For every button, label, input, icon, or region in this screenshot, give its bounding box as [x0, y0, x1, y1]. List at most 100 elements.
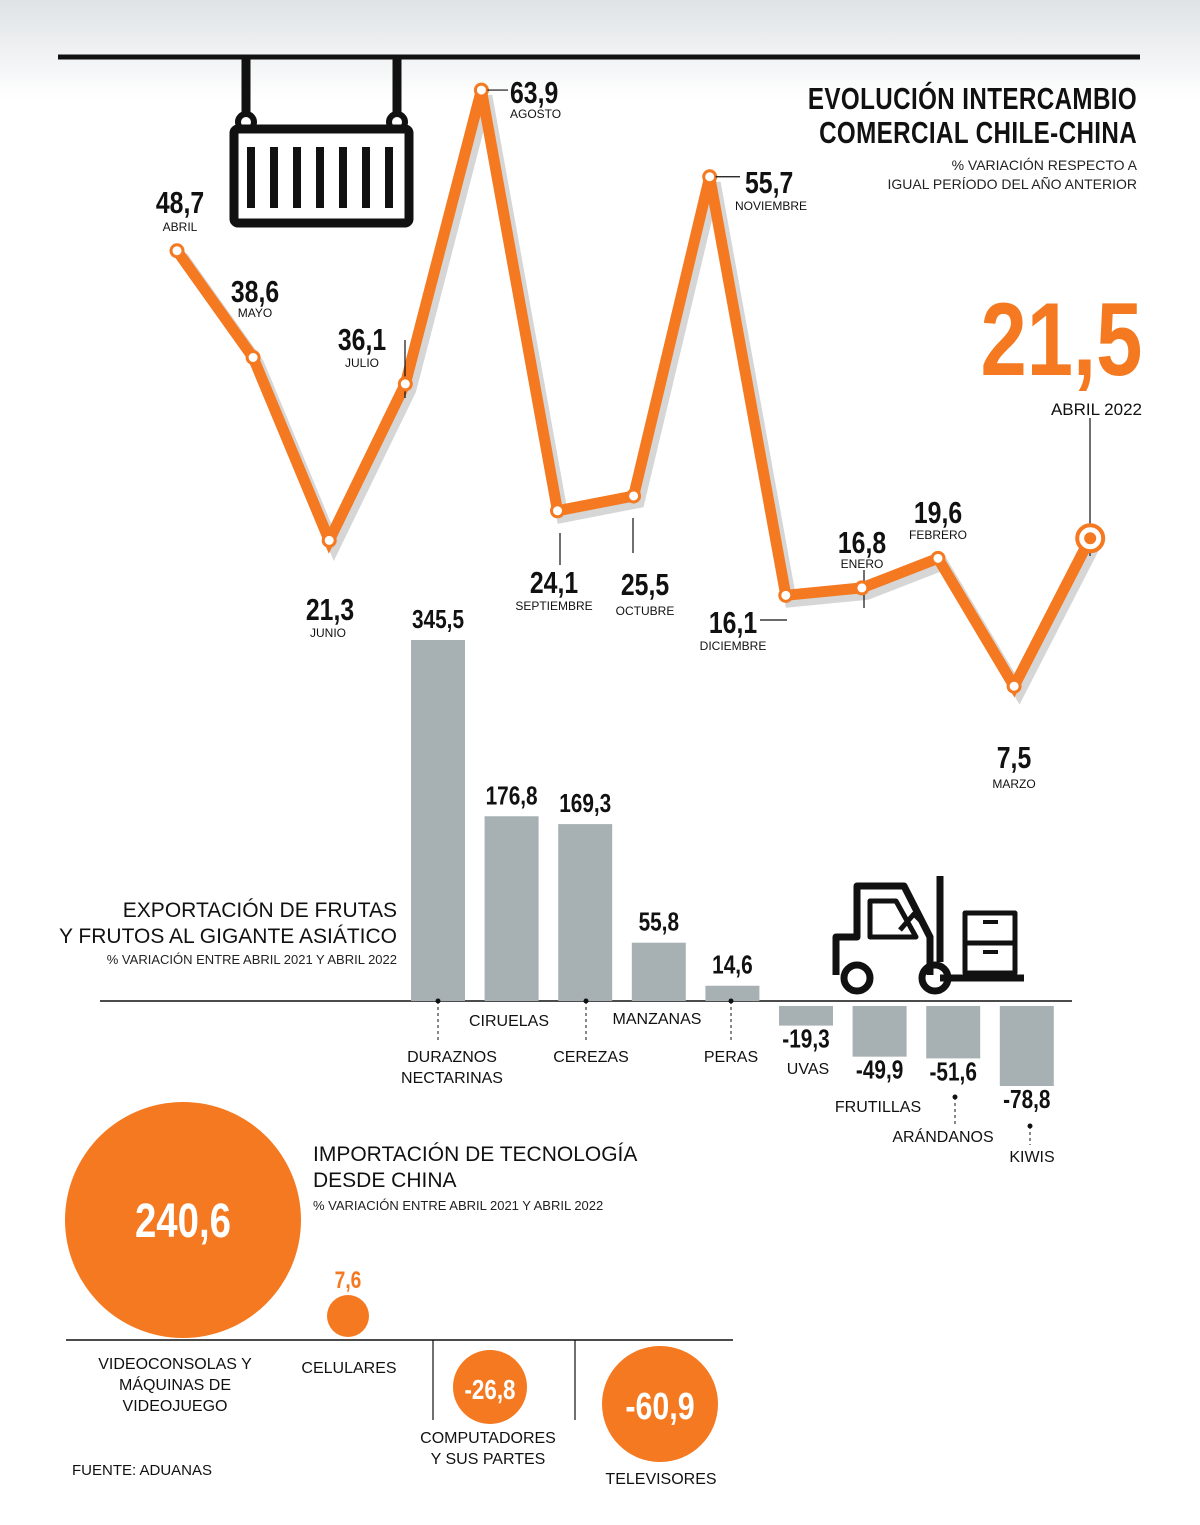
- category-leader-dot: [952, 1094, 958, 1100]
- svg-text:-26,8: -26,8: [464, 1375, 515, 1406]
- point-marker: [169, 243, 185, 259]
- svg-text:14,6: 14,6: [712, 951, 752, 980]
- chart-subtitle-line2: IGUAL PERÍODO DEL AÑO ANTERIOR: [887, 176, 1137, 192]
- svg-text:21,3: 21,3: [306, 592, 354, 626]
- point-month-label: ABRIL: [163, 220, 198, 234]
- tech-title: IMPORTACIÓN DE TECNOLOGÍA DESDE CHINA: [313, 1142, 637, 1194]
- fruits-subtitle: % VARIACIÓN ENTRE ABRIL 2021 Y ABRIL 202…: [106, 952, 397, 967]
- bar-value-label: 14,6: [712, 951, 752, 980]
- point-value-label: 25,5: [621, 567, 669, 601]
- bubble-value-label: 240,6: [135, 1195, 231, 1248]
- bubble-value-label: -60,9: [625, 1386, 694, 1428]
- bar-category-label: KIWIS: [1009, 1149, 1054, 1166]
- point-value-label: 19,6: [914, 495, 962, 529]
- bubble-chart: 240,6 VIDEOCONSOLAS Y MÁQUINAS DE VIDEOJUEG…: [65, 1102, 718, 1488]
- bar-category-label: UVAS: [787, 1061, 829, 1078]
- chart-title-line1: EVOLUCIÓN INTERCAMBIO: [807, 81, 1137, 116]
- bar: [705, 985, 760, 1001]
- tech-subtitle: % VARIACIÓN ENTRE ABRIL 2021 Y ABRIL 202…: [313, 1198, 604, 1213]
- source-note: FUENTE: ADUANAS: [72, 1462, 213, 1479]
- svg-text:-49,9: -49,9: [856, 1055, 903, 1084]
- highlight-value: 21,5: [980, 282, 1142, 398]
- forklift-icon: [832, 876, 1024, 995]
- point-value-label: 16,8: [838, 525, 886, 559]
- chart-title-line2: COMERCIAL CHILE-CHINA: [818, 115, 1137, 150]
- point-marker: [626, 488, 642, 504]
- bar-value-label: 345,5: [412, 605, 464, 634]
- point-value-label: 38,6: [231, 274, 279, 308]
- bubble: [602, 1346, 718, 1462]
- bubble-category-label: VIDEOJUEGO: [123, 1398, 228, 1415]
- bubble-category-label: CELULARES: [301, 1360, 396, 1377]
- svg-text:-60,9: -60,9: [625, 1386, 694, 1428]
- bar-value-label: 55,8: [639, 908, 679, 937]
- bar-category-label: NECTARINAS: [401, 1070, 503, 1087]
- point-marker: [854, 580, 870, 596]
- chart-title: EVOLUCIÓN INTERCAMBIO COMERCIAL CHILE-CH…: [808, 82, 1137, 150]
- category-leader-dot: [1027, 1123, 1033, 1129]
- fruits-title-line1: EXPORTACIÓN DE FRUTAS: [122, 899, 397, 922]
- bar-value-label: -19,3: [782, 1024, 829, 1053]
- point-value-label: 16,1: [709, 605, 757, 639]
- point-marker: [778, 587, 794, 603]
- bubble: [453, 1350, 527, 1424]
- chart-subtitle: % VARIACIÓN RESPECTO A IGUAL PERÍODO DEL…: [888, 156, 1137, 194]
- svg-text:-19,3: -19,3: [782, 1024, 829, 1053]
- point-month-label: FEBRERO: [909, 528, 967, 542]
- point-marker: [321, 532, 337, 548]
- point-month-label: NOVIEMBRE: [735, 199, 807, 213]
- bar-category-label: DURAZNOS: [407, 1049, 497, 1066]
- bar: [852, 1006, 907, 1057]
- bar-category-label: FRUTILLAS: [835, 1099, 921, 1116]
- svg-text:176,8: 176,8: [486, 781, 538, 810]
- bar-value-label: -78,8: [1003, 1085, 1050, 1114]
- bar-category-label: ARÁNDANOS: [892, 1127, 993, 1146]
- bar: [558, 824, 613, 1001]
- bubble-category-label: Y SUS PARTES: [431, 1451, 546, 1468]
- point-month-label: JUNIO: [310, 626, 346, 640]
- bubble-value-label: -26,8: [464, 1375, 515, 1406]
- point-value-label: 36,1: [338, 322, 386, 356]
- point-value-label: 55,7: [745, 165, 793, 199]
- point-marker: [550, 503, 565, 519]
- point-value-label: 48,7: [156, 185, 204, 219]
- bar-category-label: CIRUELAS: [469, 1013, 549, 1030]
- svg-text:55,8: 55,8: [639, 908, 679, 937]
- point-marker: [397, 376, 413, 392]
- point-value-label: 7,5: [997, 740, 1031, 774]
- tech-title-line2: DESDE CHINA: [313, 1169, 457, 1192]
- point-marker: [473, 82, 489, 98]
- svg-text:25,5: 25,5: [621, 567, 669, 601]
- fruits-title: EXPORTACIÓN DE FRUTAS Y FRUTOS AL GIGANT…: [59, 898, 397, 950]
- bubble-value-label: 7,6: [335, 1266, 362, 1294]
- bar: [926, 1006, 981, 1059]
- chart-subtitle-line1: % VARIACIÓN RESPECTO A: [951, 157, 1137, 173]
- svg-text:240,6: 240,6: [135, 1195, 231, 1248]
- bar: [779, 1006, 833, 1026]
- svg-text:63,9: 63,9: [510, 75, 558, 109]
- svg-text:7,6: 7,6: [335, 1266, 362, 1294]
- point-value-label: 24,1: [530, 565, 578, 599]
- point-marker: [930, 550, 946, 566]
- svg-text:16,1: 16,1: [709, 605, 757, 639]
- bubble: [327, 1295, 369, 1337]
- point-month-label: JULIO: [345, 356, 379, 370]
- top-background-band: [0, 0, 1200, 100]
- svg-text:169,3: 169,3: [559, 789, 611, 818]
- point-marker: [702, 169, 718, 185]
- bar-value-label: -51,6: [930, 1057, 977, 1086]
- point-marker: [245, 349, 261, 365]
- point-marker-current-inner: [1084, 532, 1097, 545]
- bubble-category-label: TELEVISORES: [605, 1471, 716, 1488]
- point-value-label: 21,3: [306, 592, 354, 626]
- bar-category-label: MANZANAS: [613, 1011, 702, 1028]
- bubble-category-label: MÁQUINAS DE: [119, 1375, 231, 1394]
- svg-text:38,6: 38,6: [231, 274, 279, 308]
- svg-text:16,8: 16,8: [838, 525, 886, 559]
- shipping-container-icon: [229, 57, 414, 228]
- point-month-label: SEPTIEMBRE: [515, 599, 592, 613]
- bar-value-label: 169,3: [559, 789, 611, 818]
- bubble-category-label: COMPUTADORES: [420, 1430, 556, 1447]
